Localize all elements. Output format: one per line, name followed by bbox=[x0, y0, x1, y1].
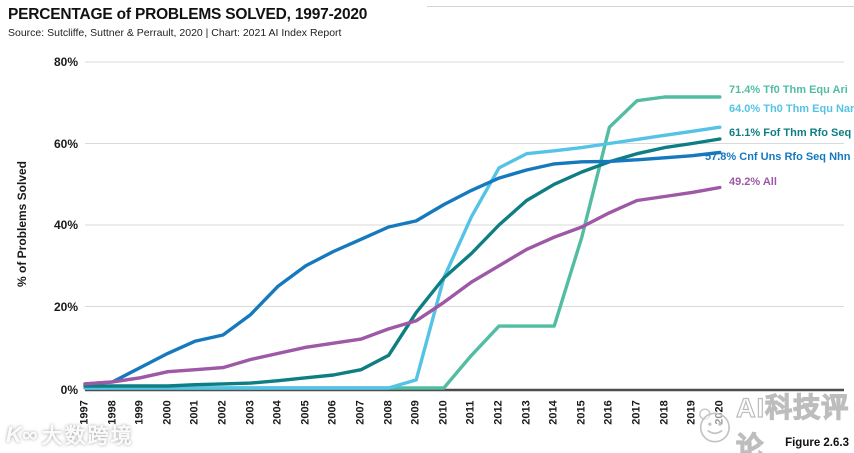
line-cnf-uns-rfo-seq-nhn bbox=[83, 150, 722, 386]
x-tick-label-2018: 2018 bbox=[658, 400, 671, 425]
y-axis-title: % of Problems Solved bbox=[15, 160, 29, 288]
series-label-cnf-uns-rfo-seq-nhn: 57.8% Cnf Uns Rfo Seq Nhn bbox=[705, 151, 851, 163]
x-tick-label-2011: 2011 bbox=[464, 400, 477, 425]
x-tick-label-2012: 2012 bbox=[492, 400, 505, 425]
series-label-all: 49.2% All bbox=[729, 176, 777, 188]
x-tick-label-2001: 2001 bbox=[188, 400, 201, 425]
x-tick-label-2019: 2019 bbox=[685, 400, 698, 425]
series-label-th0-thm-equ-nar: 64.0% Th0 Thm Equ Nar bbox=[729, 103, 854, 115]
x-tick-label-2020: 2020 bbox=[713, 400, 726, 425]
y-tick-label-80%: 80% bbox=[53, 55, 78, 69]
x-tick-label-1998: 1998 bbox=[106, 400, 119, 425]
x-tick-label-2000: 2000 bbox=[161, 400, 174, 425]
x-tick-label-1999: 1999 bbox=[133, 400, 146, 425]
x-tick-label-2014: 2014 bbox=[547, 400, 560, 425]
x-tick-label-2003: 2003 bbox=[244, 400, 257, 425]
line-th0-thm-equ-nar bbox=[83, 125, 722, 390]
x-tick-label-1997: 1997 bbox=[78, 400, 91, 425]
x-tick-label-2002: 2002 bbox=[216, 400, 229, 425]
series-label-tf0-thm-equ-ari: 71.4% Tf0 Thm Equ Ari bbox=[729, 84, 848, 96]
x-tick-label-2006: 2006 bbox=[326, 400, 339, 425]
x-tick-label-2017: 2017 bbox=[630, 400, 643, 425]
x-tick-label-2015: 2015 bbox=[575, 400, 588, 425]
x-tick-label-2010: 2010 bbox=[437, 400, 450, 425]
x-tick-label-2016: 2016 bbox=[602, 400, 615, 425]
y-tick-label-60%: 60% bbox=[53, 136, 78, 151]
figure-caption: Figure 2.6.3 bbox=[785, 437, 849, 449]
x-tick-label-2013: 2013 bbox=[520, 400, 533, 425]
y-tick-label-0%: 0% bbox=[60, 383, 78, 397]
chart-source: Source: Sutcliffe, Suttner & Perrault, 2… bbox=[8, 27, 342, 39]
y-tick-label-40%: 40% bbox=[53, 218, 78, 232]
top-divider bbox=[427, 6, 854, 7]
chart-title: PERCENTAGE of PROBLEMS SOLVED, 1997-2020 bbox=[8, 6, 368, 23]
x-tick-label-2009: 2009 bbox=[409, 400, 422, 425]
x-tick-label-2005: 2005 bbox=[299, 400, 312, 425]
x-tick-label-2008: 2008 bbox=[382, 400, 395, 425]
series-label-fof-thm-rfo-seq: 61.1% Fof Thm Rfo Seq bbox=[729, 127, 852, 139]
x-tick-label-2007: 2007 bbox=[354, 400, 367, 425]
y-tick-label-20%: 20% bbox=[53, 299, 78, 314]
line-all bbox=[83, 185, 722, 386]
x-tick-label-2004: 2004 bbox=[271, 400, 284, 425]
